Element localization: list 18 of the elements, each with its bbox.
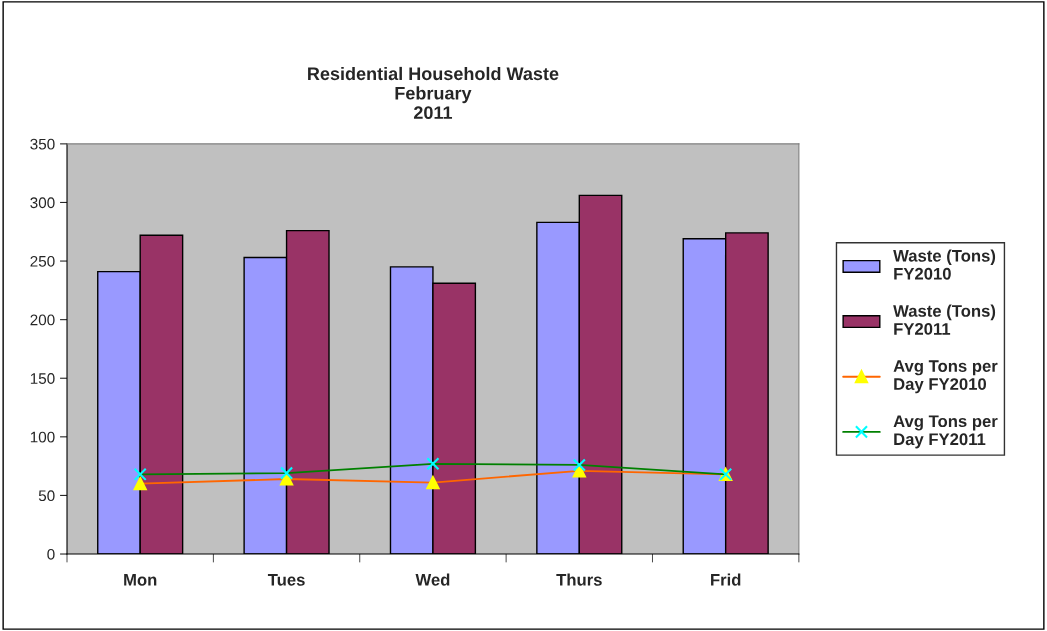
legend-label: Waste (Tons) FY2010: [893, 249, 996, 280]
y-tick-label: 50: [38, 490, 55, 502]
y-tick-label: 300: [30, 197, 55, 209]
y-tick-label: 350: [30, 138, 55, 150]
x-tick-label: Frid: [711, 573, 741, 586]
legend-label: Avg Tons per Day FY2010: [893, 360, 998, 394]
y-tick-label: 250: [30, 255, 55, 267]
chart-title: Residential Household Waste February 2011: [308, 66, 559, 120]
y-tick-label: 100: [30, 431, 55, 443]
y-tick-label: 200: [30, 314, 55, 326]
legend-label: Waste (Tons) FY2011: [893, 304, 996, 335]
legend-label: Avg Tons per Day FY2011: [893, 415, 998, 449]
x-tick-label: Thurs: [556, 573, 602, 586]
x-tick-label: Tues: [267, 574, 305, 586]
x-tick-label: Mon: [124, 574, 157, 586]
y-tick-label: 150: [30, 373, 55, 384]
x-tick-label: Wed: [415, 573, 450, 586]
y-tick-label: 0: [47, 548, 55, 560]
